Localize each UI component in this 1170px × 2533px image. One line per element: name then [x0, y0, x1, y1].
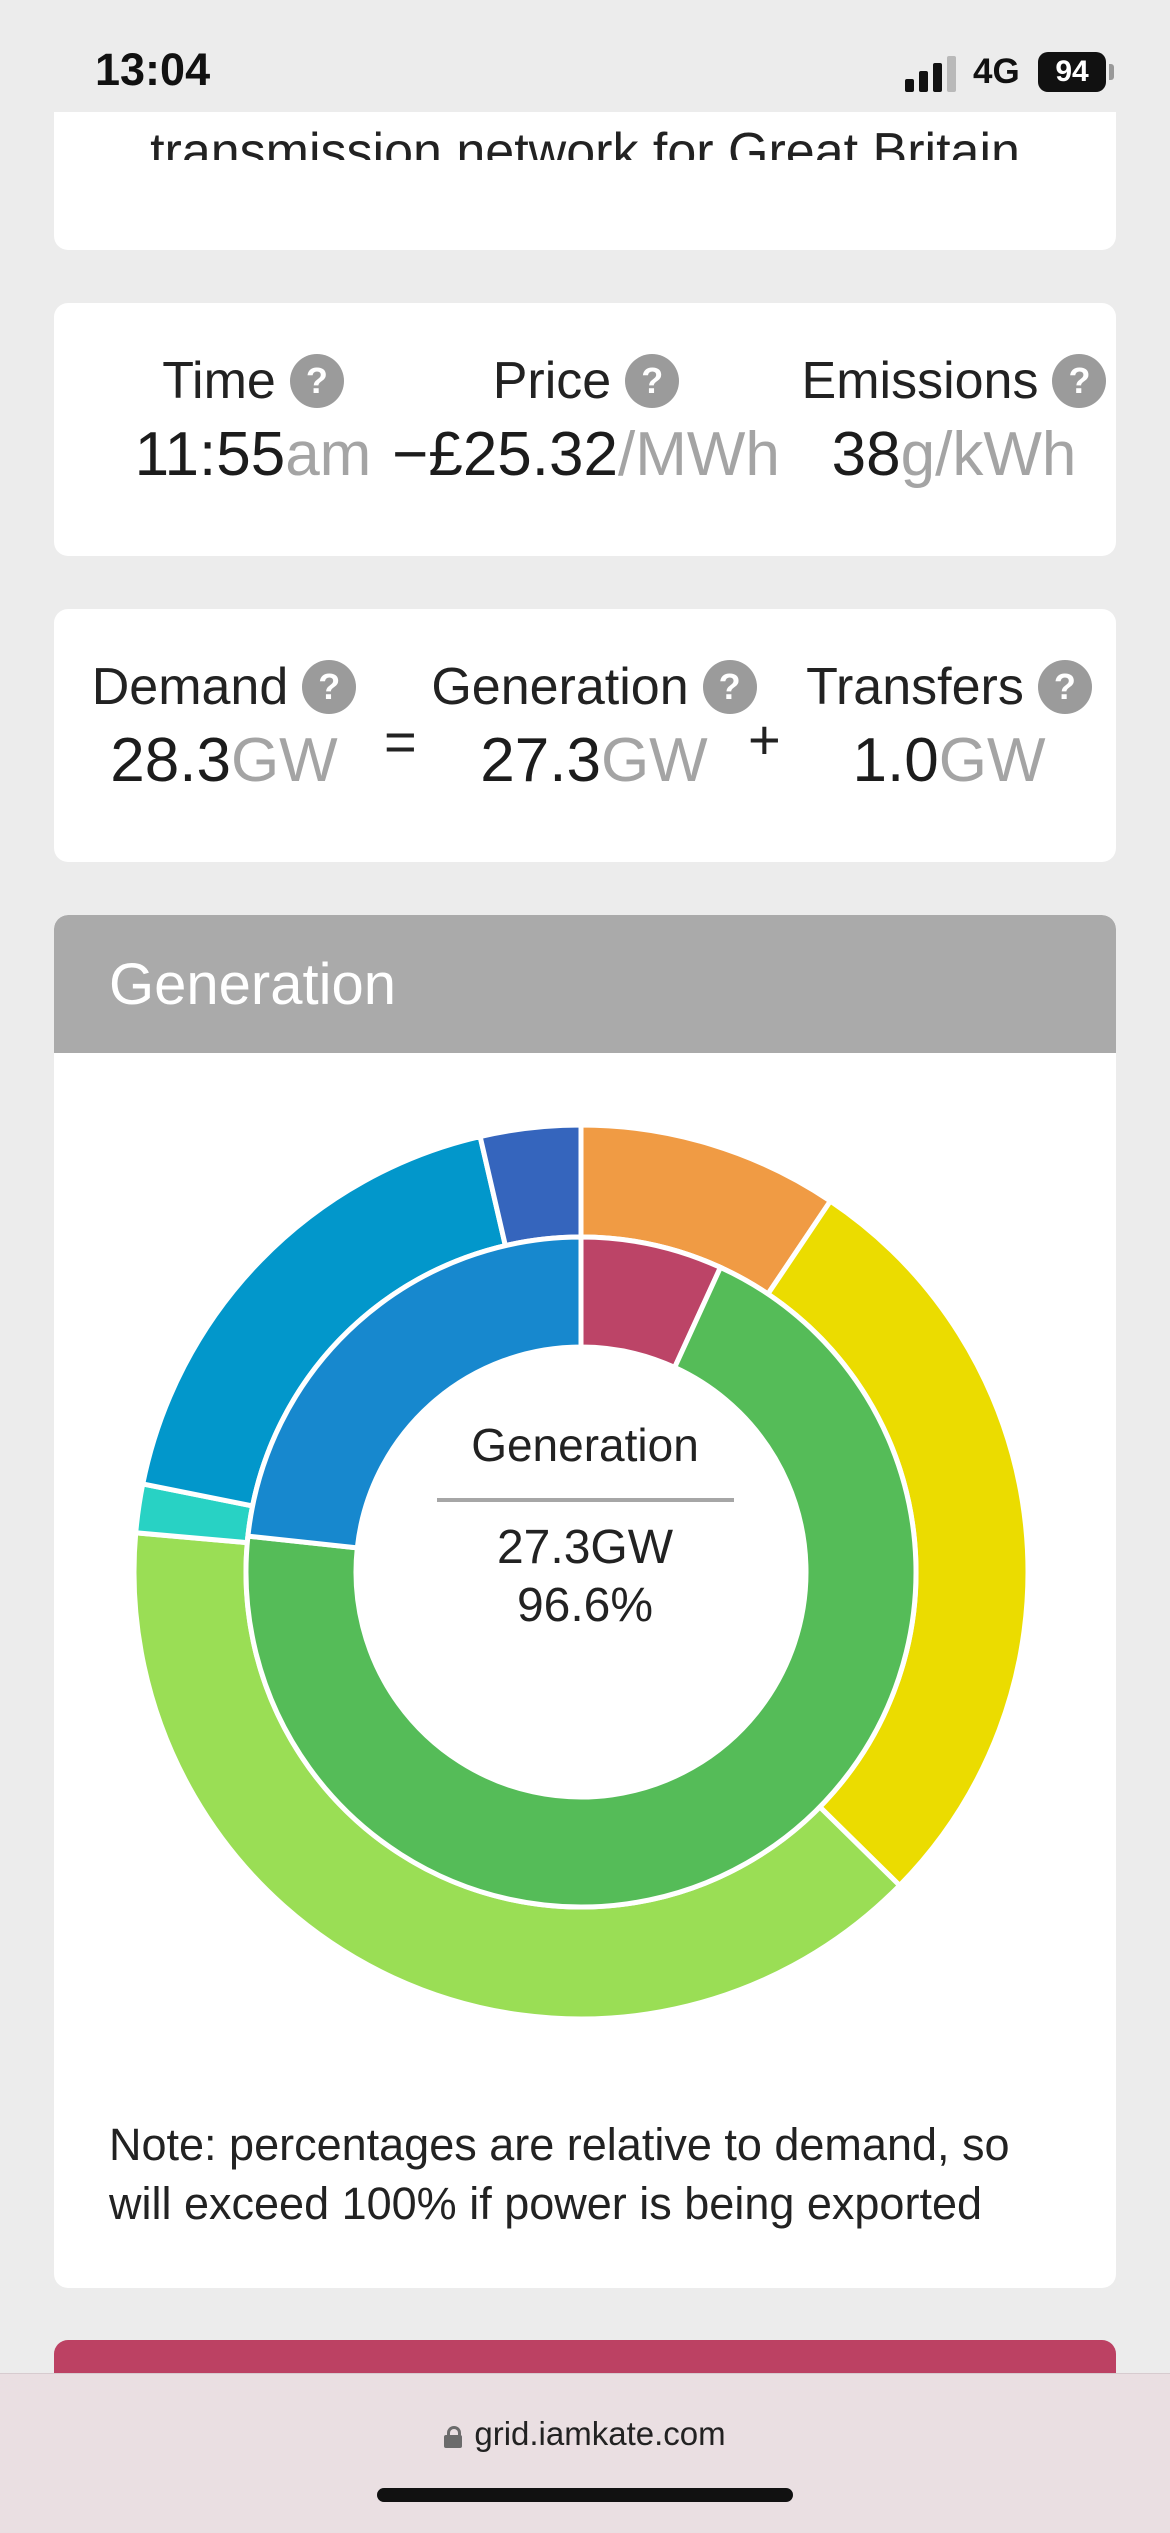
- donut-center-percent: 96.6%: [516, 1579, 654, 1632]
- generation-donut-chart: Generation 27.3GW 96.6%: [54, 1122, 1116, 2022]
- donut-svg: [131, 1122, 1031, 2022]
- price-metric: Price? −£25.32/MWh: [372, 351, 800, 490]
- transfers-metric: Transfers? 1.0GW: [799, 657, 1099, 796]
- donut-center-rule: [437, 1498, 734, 1502]
- time-value: 11:55am: [134, 420, 372, 489]
- generation-label: Generation: [431, 658, 689, 716]
- price-label: Price: [492, 352, 612, 410]
- donut-center-title: Generation: [471, 1419, 699, 1471]
- price-value: −£25.32/MWh: [392, 420, 780, 489]
- url-bar[interactable]: grid.iamkate.com: [0, 2373, 1170, 2533]
- summary-card: Time? 11:55am Price? −£25.32/MWh Emissio…: [54, 303, 1116, 556]
- help-icon[interactable]: ?: [702, 660, 757, 714]
- help-icon[interactable]: ?: [1052, 354, 1107, 408]
- equals-sign: =: [384, 710, 417, 773]
- signal-icon: [905, 56, 959, 92]
- home-indicator[interactable]: [377, 2488, 793, 2502]
- generation-value: 27.3GW: [480, 726, 708, 795]
- time-label: Time: [162, 352, 276, 410]
- url-content: grid.iamkate.com: [0, 2415, 1170, 2453]
- intro-text: transmission network for Great Britain: [150, 123, 1020, 160]
- balance-card: Demand? 28.3GW = Generation? 27.3GW + Tr…: [54, 609, 1116, 862]
- generation-card: Generation Generation 27.3GW 96.6% Note:…: [54, 915, 1116, 2288]
- emissions-label: Emissions: [801, 352, 1039, 410]
- demand-label: Demand: [91, 658, 289, 716]
- intro-card: transmission network for Great Britain: [54, 112, 1116, 250]
- network-label: 4G: [973, 52, 1020, 91]
- time-metric: Time? 11:55am: [69, 351, 437, 490]
- help-icon[interactable]: ?: [289, 354, 344, 408]
- help-icon[interactable]: ?: [302, 660, 357, 714]
- demand-value: 28.3GW: [110, 726, 338, 795]
- status-time: 13:04: [95, 44, 211, 95]
- generation-header[interactable]: Generation: [54, 915, 1116, 1053]
- battery-icon: 94: [1038, 52, 1106, 92]
- battery-cap: [1109, 64, 1114, 80]
- help-icon[interactable]: ?: [1037, 660, 1092, 714]
- percentages-note: Note: percentages are relative to demand…: [109, 2119, 1010, 2229]
- demand-metric: Demand? 28.3GW: [69, 657, 379, 796]
- lock-icon: [444, 2426, 463, 2448]
- generation-title: Generation: [109, 952, 396, 1017]
- plus-sign: +: [748, 708, 781, 771]
- url-text: grid.iamkate.com: [474, 2415, 726, 2452]
- emissions-metric: Emissions? 38g/kWh: [794, 351, 1114, 490]
- inner-ring-slice-2[interactable]: [245, 1234, 584, 1551]
- inner-ring-slice-1[interactable]: [243, 1264, 919, 1910]
- donut-center-value: 27.3GW: [496, 1521, 674, 1574]
- help-icon[interactable]: ?: [625, 354, 680, 408]
- emissions-value: 38g/kWh: [831, 420, 1077, 489]
- transfers-label: Transfers: [806, 658, 1024, 716]
- transfers-value: 1.0GW: [852, 726, 1046, 795]
- generation-metric: Generation? 27.3GW: [419, 657, 769, 796]
